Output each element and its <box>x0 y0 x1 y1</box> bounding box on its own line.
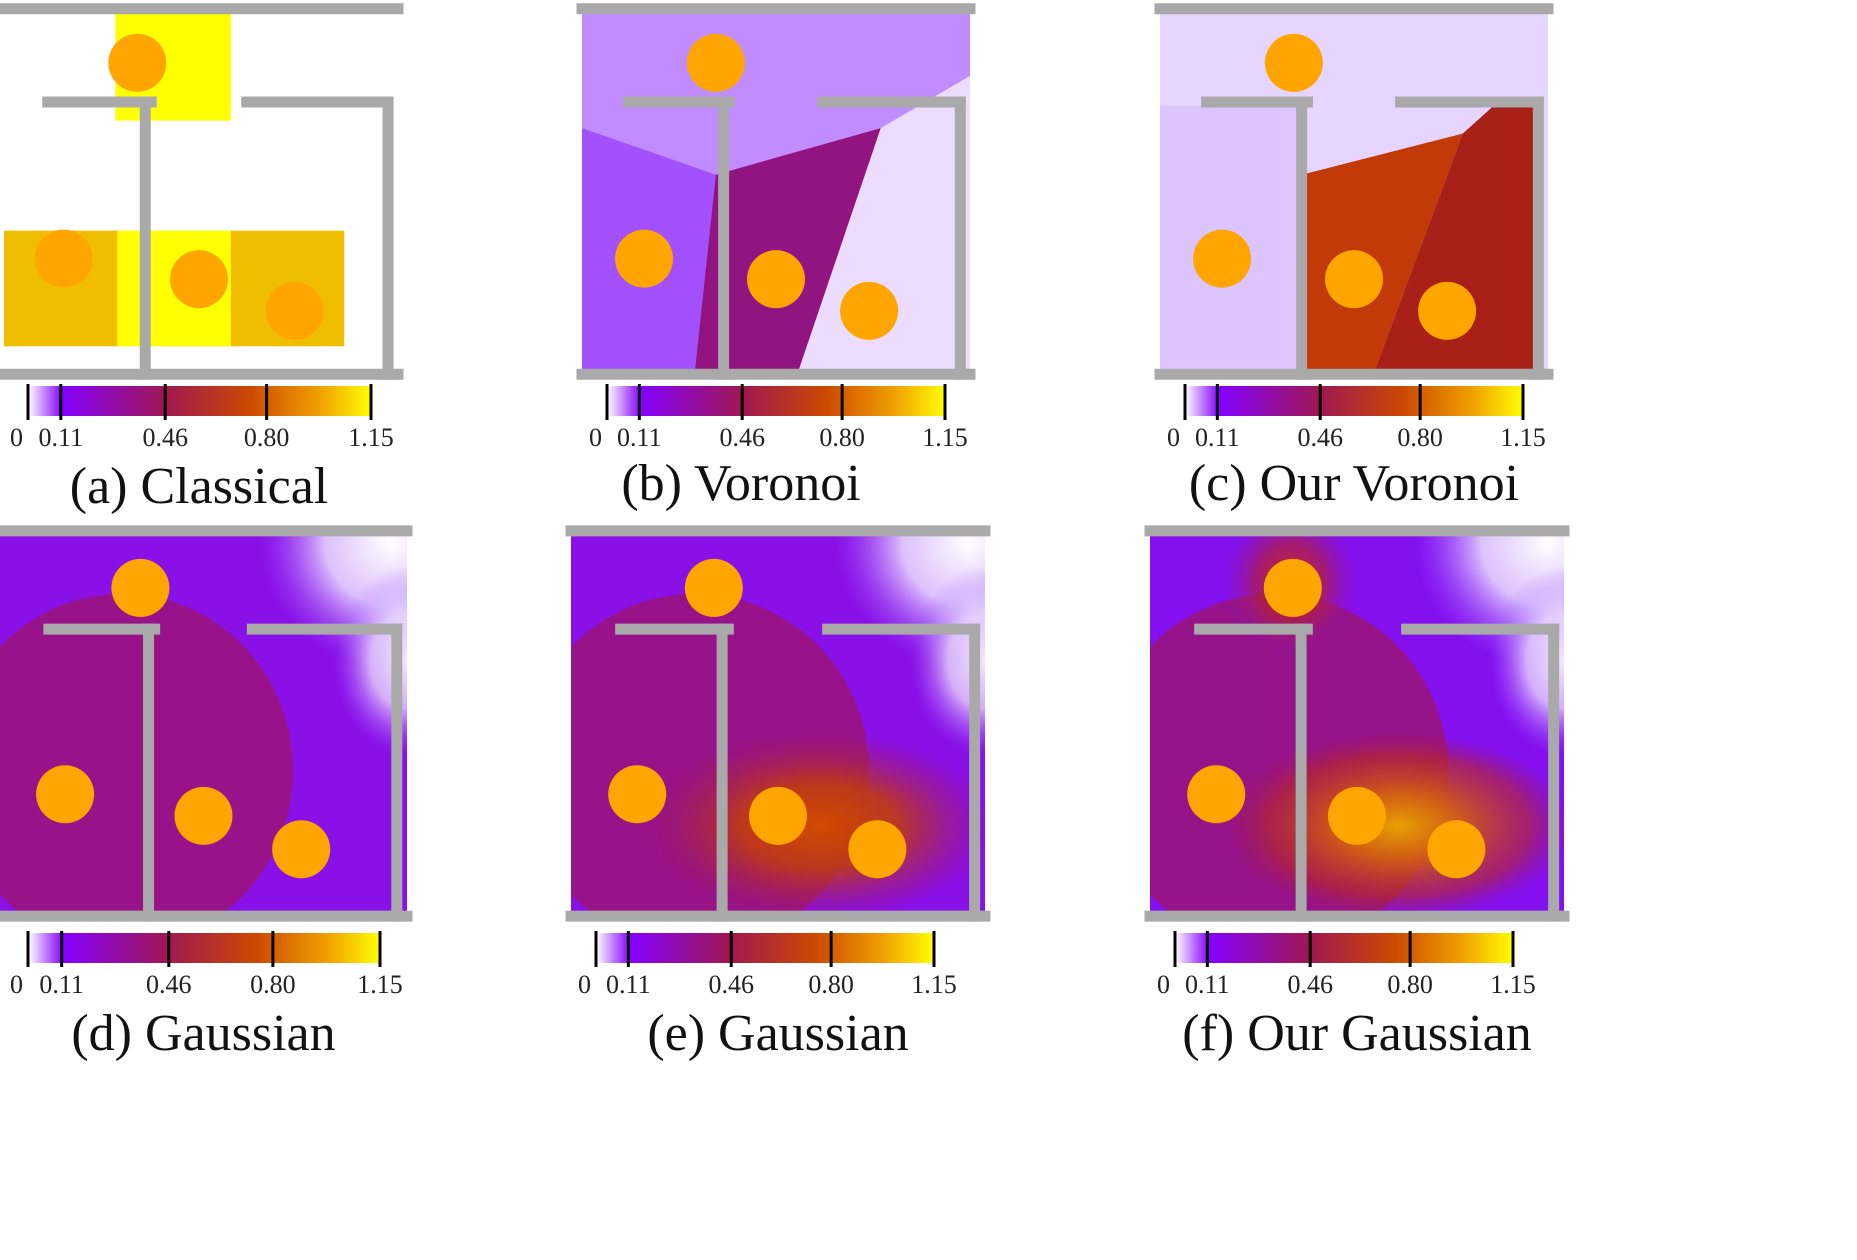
panel-f <box>1144 525 1570 922</box>
colorbar-tick-label: 0 <box>578 970 591 999</box>
heatmap-b <box>582 5 970 378</box>
colorbar-tick-label: 0 <box>10 970 23 999</box>
robot-marker <box>111 558 170 617</box>
robot-marker <box>848 820 907 879</box>
robot-marker <box>1418 281 1477 340</box>
panel-a <box>0 3 404 380</box>
robot-marker <box>1328 786 1386 845</box>
colorbar-tick-label: 0.46 <box>1297 423 1343 452</box>
colorbar-tick-label: 0.11 <box>39 423 84 452</box>
robot-marker <box>615 229 674 288</box>
colorbar-tick-label: 1.15 <box>1500 423 1546 452</box>
robot-marker <box>108 33 167 92</box>
walls <box>565 525 991 922</box>
colorbar: 0 0.11 0.46 0.80 1.15 <box>1157 931 1536 999</box>
colorbar-tick-label: 0.46 <box>146 970 192 999</box>
colorbar-gradient <box>1185 386 1523 416</box>
colorbar-tick-label: 0.80 <box>244 423 290 452</box>
panel-c <box>1154 3 1554 380</box>
colorbar-tick-label: 0 <box>10 423 23 452</box>
panel-e <box>565 525 991 922</box>
colorbar-tick-label: 0.46 <box>142 423 188 452</box>
robot-marker <box>1187 765 1246 824</box>
colorbar: 0 0.11 0.46 0.80 1.15 <box>589 384 968 452</box>
colorbar-tick-label: 1.15 <box>922 423 968 452</box>
colorbar-tick-label: 1.15 <box>348 423 394 452</box>
colorbar-gradient <box>28 386 371 416</box>
colorbar-tick-label: 0.46 <box>1287 970 1333 999</box>
robot-marker <box>265 281 324 340</box>
heatmap-c <box>1160 5 1548 378</box>
voronoi-cell-right <box>797 75 970 375</box>
robot-marker <box>1427 820 1486 879</box>
colorbar-tick-label: 0 <box>589 423 602 452</box>
robot-marker <box>1264 33 1323 92</box>
colorbar-gradient <box>596 933 934 963</box>
colorbar-tick-label: 0.80 <box>808 970 854 999</box>
density-low-edge <box>910 566 985 755</box>
robot-marker <box>174 786 233 845</box>
colorbar-tick-label: 1.15 <box>911 970 957 999</box>
colorbar: 0 0.11 0.46 0.80 1.15 <box>10 384 394 452</box>
robot-marker <box>1325 250 1383 309</box>
density-peak <box>1224 731 1564 920</box>
walls <box>576 3 976 380</box>
robot-marker <box>747 250 805 309</box>
colorbar-tick-label: 0.11 <box>606 970 651 999</box>
panel-caption: (f) Our Gaussian <box>1182 1005 1531 1062</box>
colorbar: 0 0.11 0.46 0.80 1.15 <box>10 931 403 999</box>
panel-caption: (a) Classical <box>70 458 328 515</box>
robot-marker <box>686 33 745 92</box>
colorbar: 0 0.11 0.46 0.80 1.15 <box>1167 384 1546 452</box>
colorbar-tick-label: 0.11 <box>617 423 662 452</box>
colorbar-gradient <box>607 386 945 416</box>
robot-marker <box>272 820 331 879</box>
colorbar-tick-label: 0.46 <box>719 423 765 452</box>
colorbar-gradient <box>28 933 380 963</box>
colorbar-tick-label: 0.80 <box>819 423 865 452</box>
robot-marker <box>170 250 228 309</box>
robot-marker <box>1263 558 1322 617</box>
voronoi-cell-right <box>1373 105 1539 375</box>
colorbar-tick-label: 0.11 <box>1195 423 1240 452</box>
colorbar-tick-label: 0.80 <box>250 970 296 999</box>
walls <box>0 3 404 380</box>
voronoi-cell-middle <box>1301 133 1463 375</box>
robot-marker <box>1193 229 1252 288</box>
colorbar-tick-label: 0 <box>1167 423 1180 452</box>
panel-b <box>576 3 976 380</box>
robot-marker <box>34 229 93 288</box>
robot-marker <box>36 765 95 824</box>
panel-caption: (d) Gaussian <box>71 1005 335 1062</box>
panel-caption: (e) Gaussian <box>647 1005 908 1062</box>
colorbar-tick-label: 0.46 <box>708 970 754 999</box>
colorbar-tick-label: 0.80 <box>1397 423 1443 452</box>
colorbar-tick-label: 0.11 <box>39 970 84 999</box>
walls <box>1154 3 1554 380</box>
colorbar-tick-label: 0 <box>1157 970 1170 999</box>
robot-marker <box>684 558 743 617</box>
walls <box>1144 525 1570 922</box>
density-low-edge <box>1489 566 1564 755</box>
robot-marker <box>749 786 807 845</box>
density-peak <box>645 731 985 920</box>
walls <box>0 525 413 922</box>
density-low-edge <box>333 566 407 755</box>
robot-marker <box>840 281 899 340</box>
colorbar-tick-label: 0.11 <box>1185 970 1230 999</box>
voronoi-cell-middle <box>694 128 881 375</box>
colorbar-tick-label: 0.80 <box>1387 970 1433 999</box>
colorbar-tick-label: 1.15 <box>1490 970 1536 999</box>
colorbar-gradient <box>1175 933 1513 963</box>
panel-d <box>0 525 413 922</box>
panel-caption: (c) Our Voronoi <box>1189 455 1519 512</box>
colorbar: 0 0.11 0.46 0.80 1.15 <box>578 931 957 999</box>
panel-caption: (b) Voronoi <box>621 455 860 512</box>
robot-marker <box>608 765 667 824</box>
colorbar-tick-label: 1.15 <box>357 970 403 999</box>
